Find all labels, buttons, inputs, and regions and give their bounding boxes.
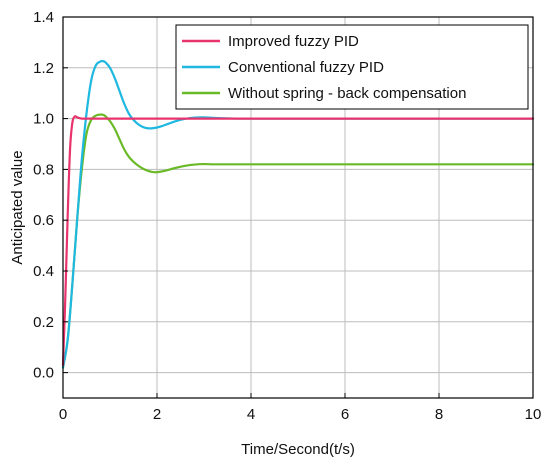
series-line-1 (61, 115, 535, 367)
x-tick-label: 2 (153, 406, 161, 423)
y-tick-label: 1.4 (33, 9, 54, 26)
x-axis-title: Time/Second(t/s) (241, 441, 355, 458)
y-axis-title: Anticipated value (9, 150, 26, 264)
legend-label: Conventional fuzzy PID (228, 59, 384, 76)
x-tick-label: 10 (525, 406, 542, 423)
x-tick-label: 8 (435, 406, 443, 423)
legend-label: Improved fuzzy PID (228, 33, 359, 50)
series-lines (61, 59, 535, 369)
plot-frame (62, 16, 534, 399)
x-axis-ticks: 0 2 4 6 8 10 (59, 393, 542, 423)
y-tick-label: 1.2 (33, 60, 54, 77)
x-tick-label: 4 (247, 406, 255, 423)
series-line-3 (61, 113, 535, 369)
y-tick-label: 0.8 (33, 161, 54, 178)
y-tick-label: 0.2 (33, 314, 54, 331)
y-tick-label: 1.0 (33, 111, 54, 128)
legend-label: Without spring - back compensation (228, 85, 466, 102)
y-tick-label: 0.6 (33, 212, 54, 229)
y-axis-ticks: 0.0 0.2 0.4 0.6 0.8 1.0 1.2 1.4 (33, 9, 68, 382)
legend-box (175, 24, 529, 110)
y-tick-label: 0.4 (33, 263, 54, 280)
legend: Improved fuzzy PID Conventional fuzzy PID… (175, 24, 529, 110)
x-tick-label: 6 (341, 406, 349, 423)
x-tick-label: 0 (59, 406, 67, 423)
y-tick-label: 0.0 (33, 365, 54, 382)
